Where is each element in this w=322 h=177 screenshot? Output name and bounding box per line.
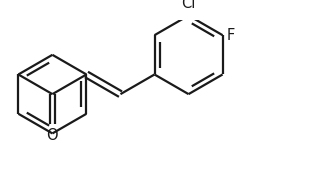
Text: F: F xyxy=(227,28,235,43)
Text: O: O xyxy=(47,128,58,143)
Text: Cl: Cl xyxy=(181,0,196,11)
